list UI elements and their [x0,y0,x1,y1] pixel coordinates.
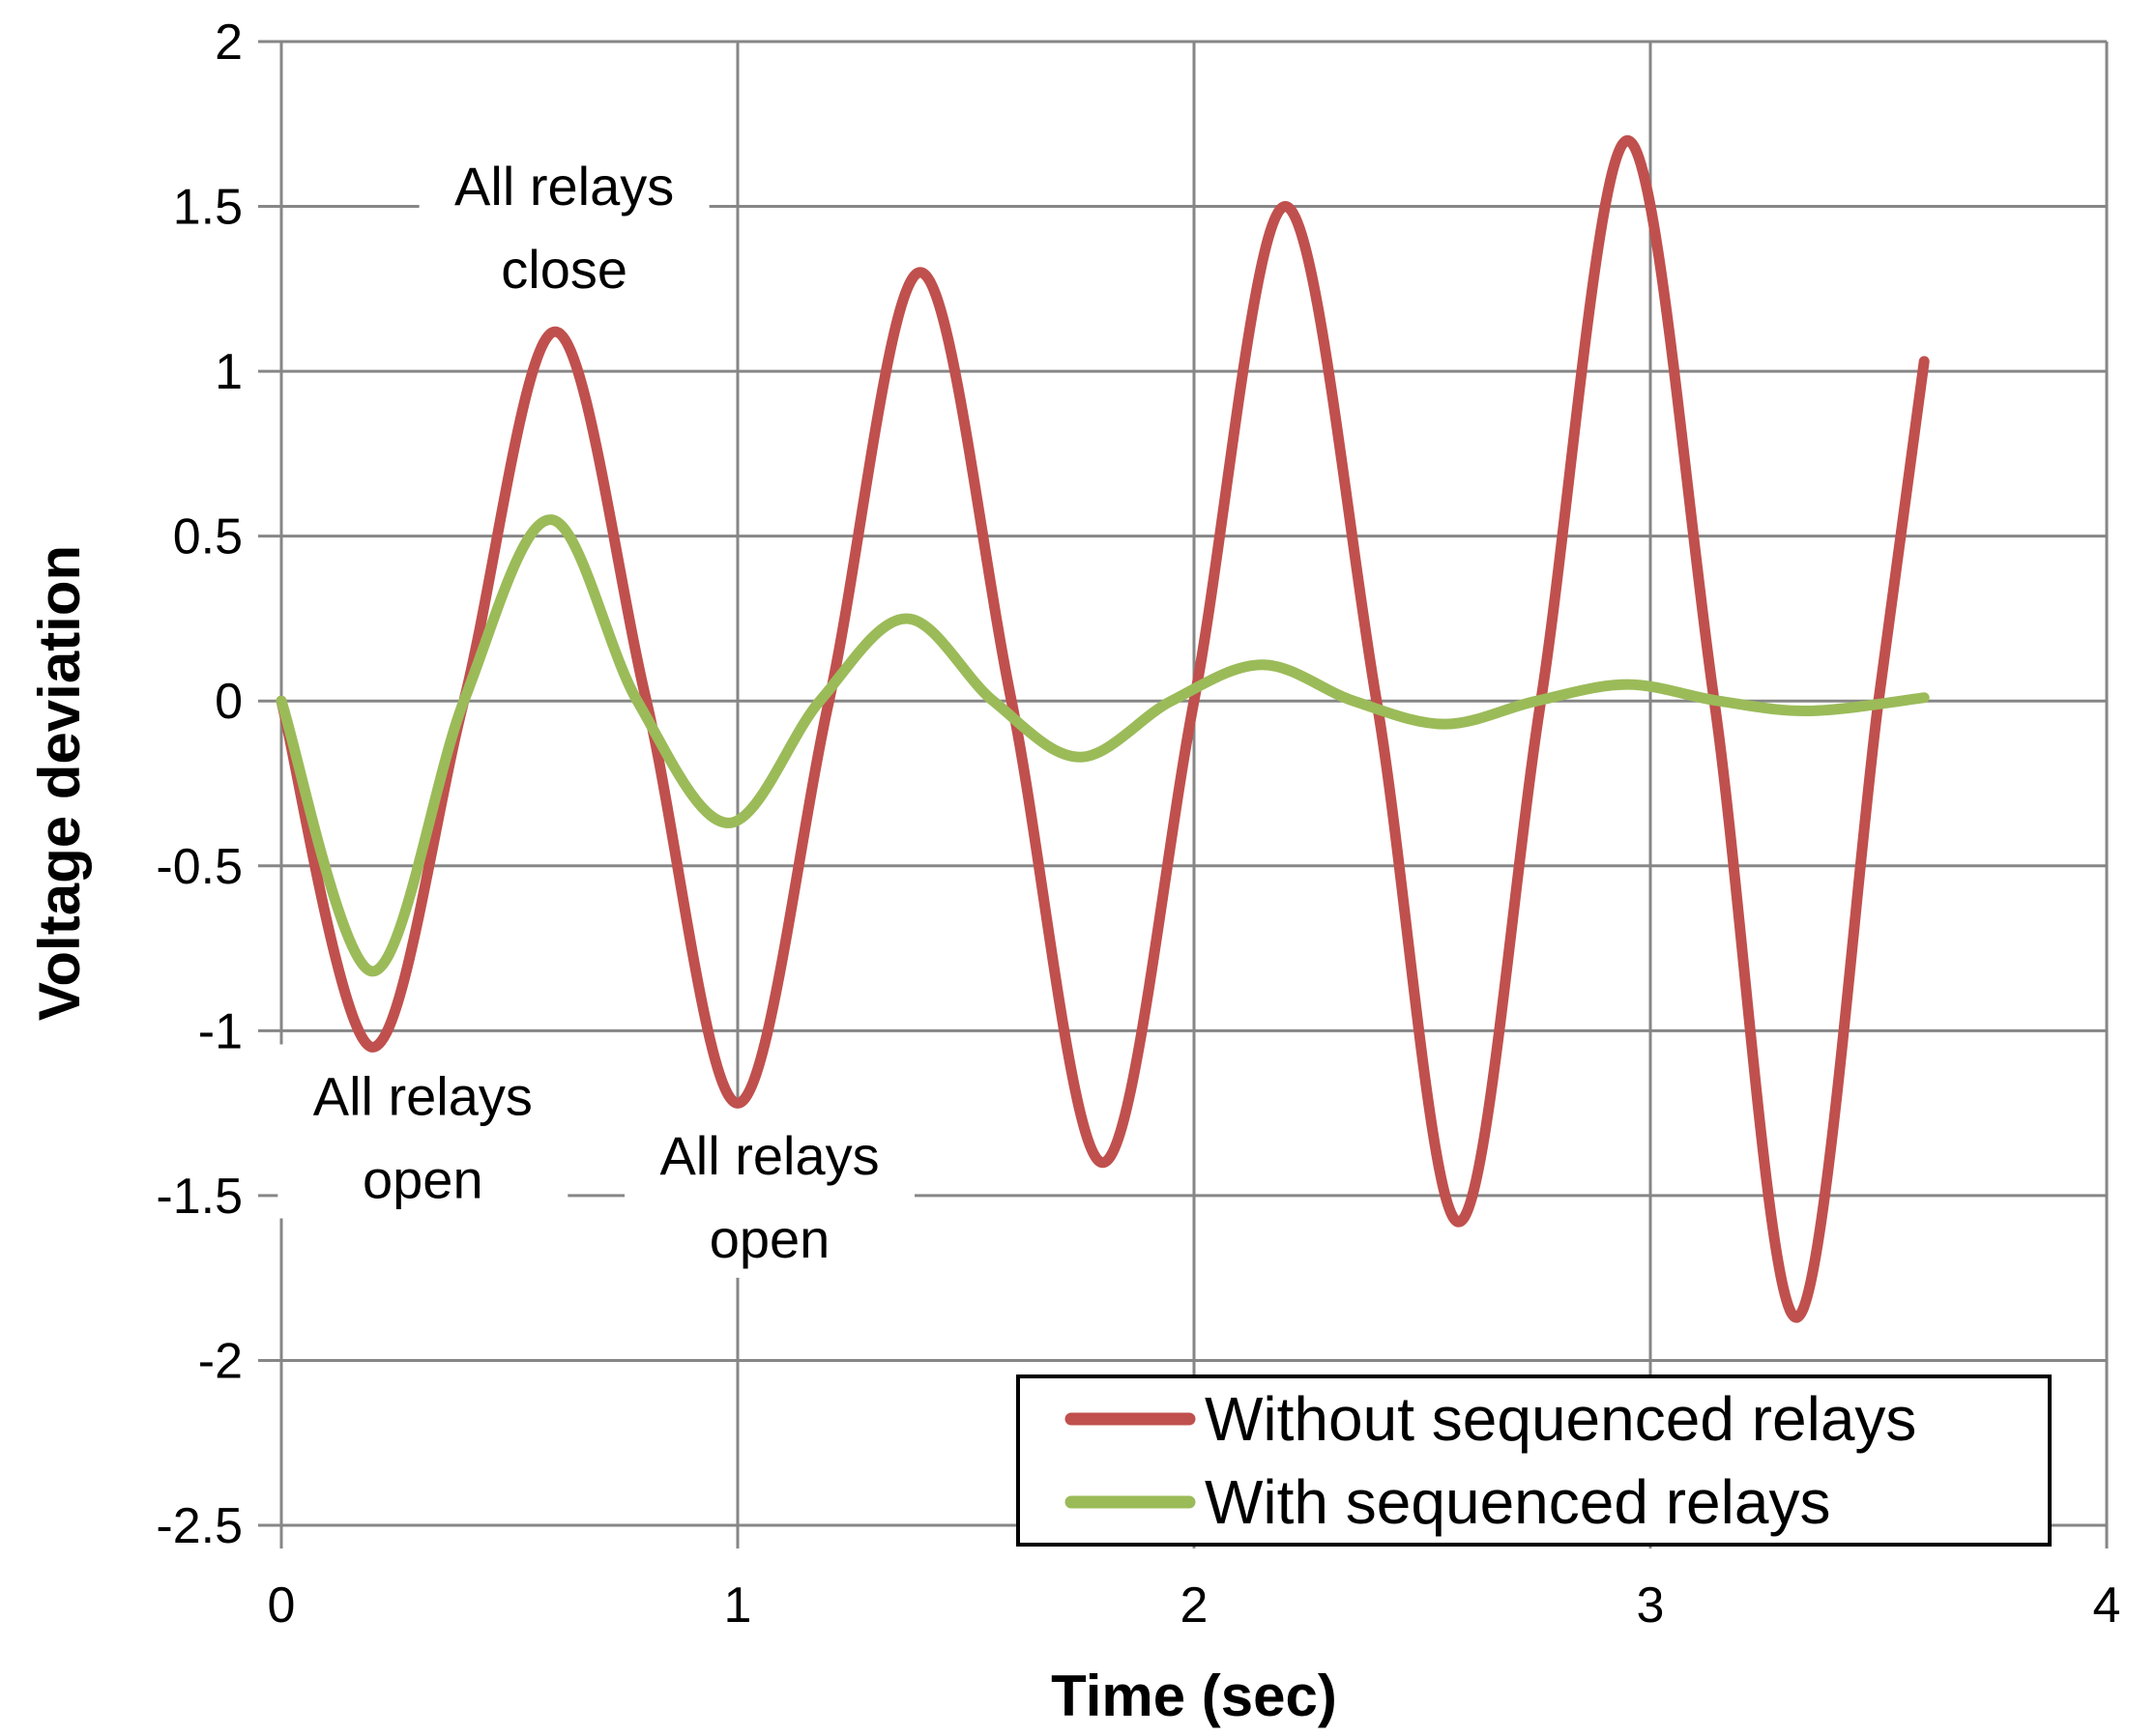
annotation-text: close [501,239,627,300]
annotation-text: open [363,1148,483,1209]
annotation-text: All relays [454,156,674,217]
annotations: All relays close All relays open All relays o… [277,134,916,1278]
y-tick-label: 2 [215,14,243,71]
legend-box [1016,1374,2052,1547]
series-line-with-sequenced-relays [276,514,1930,977]
series-lines [276,134,1930,1323]
y-tick-label: -2 [198,1333,243,1389]
y-tick-label: -1 [198,1003,243,1059]
x-tick-label: 0 [268,1577,296,1634]
legend: Without sequenced relays With sequenced … [1016,1374,2052,1547]
y-axis-label: Voltage deviation [27,545,92,1021]
y-tick-label: 1.5 [173,180,243,236]
annotation-text: open [710,1208,830,1269]
annotation-background [419,134,710,309]
x-tick-label: 3 [1637,1577,1665,1634]
x-tick-label: 1 [724,1577,752,1634]
x-tick-label: 2 [1180,1577,1209,1634]
x-axis-label: Time (sec) [1051,1664,1337,1728]
annotation-background [277,1044,568,1219]
annotation-background [625,1103,916,1278]
annotation-text: All relays [659,1125,879,1186]
y-tick-label: -2.5 [156,1498,243,1554]
annotation-text: All relays [313,1065,533,1126]
y-tick-label: -1.5 [156,1169,243,1225]
y-tick-label: 1 [215,344,243,400]
y-tick-label: 0.5 [173,509,243,565]
y-tick-label: 0 [215,674,243,730]
tick-labels: 2 1.5 1 0.5 0 -0.5 -1 -1.5 -2 -2.5 0 1 2 3 4 [156,14,2120,1634]
y-tick-label: -0.5 [156,839,243,895]
legend-label-without: Without sequenced relays [1205,1384,1916,1454]
legend-label-with: With sequenced relays [1205,1467,1830,1537]
series-line-without-sequenced-relays [276,134,1930,1323]
x-tick-label: 4 [2093,1577,2121,1634]
